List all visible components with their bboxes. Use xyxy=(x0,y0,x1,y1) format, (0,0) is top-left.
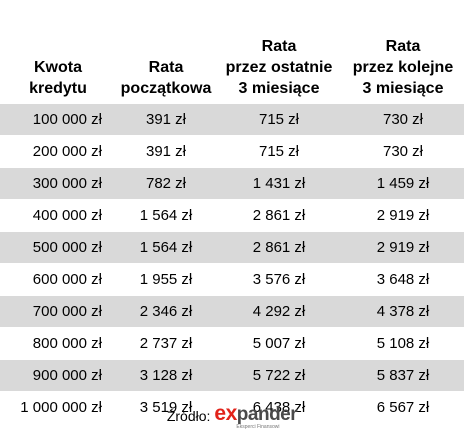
cell-rate-next-3-months: 6 567 zł xyxy=(342,391,464,423)
cell-loan-amount: 300 000 zł xyxy=(0,167,116,200)
logo-tagline: Eksperci Finansowi xyxy=(236,423,280,430)
cell-loan-amount: 500 000 zł xyxy=(0,231,116,264)
table-header-row: Kwota kredytu Rata początkowa Rata przez… xyxy=(0,0,464,104)
cell-loan-amount: 100 000 zł xyxy=(0,103,116,136)
cell-loan-amount: 400 000 zł xyxy=(0,199,116,232)
cell-rate-next-3-months: 5 837 zł xyxy=(342,359,464,392)
table-row: 900 000 zł 3 128 zł 5 722 zł 5 837 zł xyxy=(0,359,464,392)
logo-rest: pander xyxy=(236,403,298,425)
cell-loan-amount: 1 000 000 zł xyxy=(0,391,116,423)
table-row: 200 000 zł 391 zł 715 zł 730 zł xyxy=(0,135,464,168)
cell-loan-amount: 200 000 zł xyxy=(0,135,116,168)
cell-loan-amount: 900 000 zł xyxy=(0,359,116,392)
table-row: 400 000 zł 1 564 zł 2 861 zł 2 919 zł xyxy=(0,199,464,232)
cell-initial-rate: 782 zł xyxy=(116,167,216,200)
table-row: 300 000 zł 782 zł 1 431 zł 1 459 zł xyxy=(0,167,464,200)
cell-rate-last-3-months: 1 431 zł xyxy=(216,167,342,200)
cell-rate-last-3-months: 715 zł xyxy=(216,135,342,168)
cell-rate-last-3-months: 3 576 zł xyxy=(216,263,342,296)
cell-rate-last-3-months: 2 861 zł xyxy=(216,231,342,264)
expander-logo: expander Eksperci Finansowi xyxy=(214,403,297,430)
cell-rate-next-3-months: 2 919 zł xyxy=(342,199,464,232)
cell-initial-rate: 3 128 zł xyxy=(116,359,216,392)
cell-rate-next-3-months: 730 zł xyxy=(342,135,464,168)
cell-rate-last-3-months: 5 722 zł xyxy=(216,359,342,392)
source-attribution: Źródło: expander Eksperci Finansowi xyxy=(0,398,464,434)
cell-rate-last-3-months: 5 007 zł xyxy=(216,327,342,360)
cell-rate-last-3-months: 6 438 zł xyxy=(216,391,342,423)
cell-rate-last-3-months: 2 861 zł xyxy=(216,199,342,232)
source-label: Źródło: xyxy=(166,408,211,424)
credit-rate-table-container: Kwota kredytu Rata początkowa Rata przez… xyxy=(0,0,464,423)
table-row: 600 000 zł 1 955 zł 3 576 zł 3 648 zł xyxy=(0,263,464,296)
cell-initial-rate: 1 564 zł xyxy=(116,231,216,264)
cell-initial-rate: 2 737 zł xyxy=(116,327,216,360)
table-row: 100 000 zł 391 zł 715 zł 730 zł xyxy=(0,103,464,136)
cell-rate-next-3-months: 1 459 zł xyxy=(342,167,464,200)
header-loan-amount: Kwota kredytu xyxy=(29,59,87,97)
logo-e: e xyxy=(214,401,226,425)
cell-initial-rate: 1 955 zł xyxy=(116,263,216,296)
header-rate-last-3-months: Rata przez ostatnie 3 miesiące xyxy=(225,38,333,97)
table-row: 700 000 zł 2 346 zł 4 292 zł 4 378 zł xyxy=(0,295,464,328)
table-row: 1 000 000 zł 3 519 zł 6 438 zł 6 567 zł xyxy=(0,391,464,423)
cell-loan-amount: 600 000 zł xyxy=(0,263,116,296)
cell-rate-last-3-months: 4 292 zł xyxy=(216,295,342,328)
cell-rate-last-3-months: 715 zł xyxy=(216,103,342,136)
credit-rate-table: Kwota kredytu Rata początkowa Rata przez… xyxy=(0,0,464,423)
cell-initial-rate: 3 519 zł xyxy=(116,391,216,423)
logo-x-mark: x xyxy=(225,401,238,425)
cell-initial-rate: 1 564 zł xyxy=(116,199,216,232)
cell-rate-next-3-months: 5 108 zł xyxy=(342,327,464,360)
header-initial-rate: Rata początkowa xyxy=(120,59,212,97)
table-row: 800 000 zł 2 737 zł 5 007 zł 5 108 zł xyxy=(0,327,464,360)
header-rate-next-3-months: Rata przez kolejne 3 miesiące xyxy=(352,38,454,97)
cell-rate-next-3-months: 3 648 zł xyxy=(342,263,464,296)
cell-rate-next-3-months: 730 zł xyxy=(342,103,464,136)
table-row: 500 000 zł 1 564 zł 2 861 zł 2 919 zł xyxy=(0,231,464,264)
cell-initial-rate: 391 zł xyxy=(116,103,216,136)
cell-initial-rate: 2 346 zł xyxy=(116,295,216,328)
cell-loan-amount: 800 000 zł xyxy=(0,327,116,360)
cell-initial-rate: 391 zł xyxy=(116,135,216,168)
logo-wordmark: expander xyxy=(214,403,297,424)
cell-rate-next-3-months: 4 378 zł xyxy=(342,295,464,328)
cell-rate-next-3-months: 2 919 zł xyxy=(342,231,464,264)
cell-loan-amount: 700 000 zł xyxy=(0,295,116,328)
